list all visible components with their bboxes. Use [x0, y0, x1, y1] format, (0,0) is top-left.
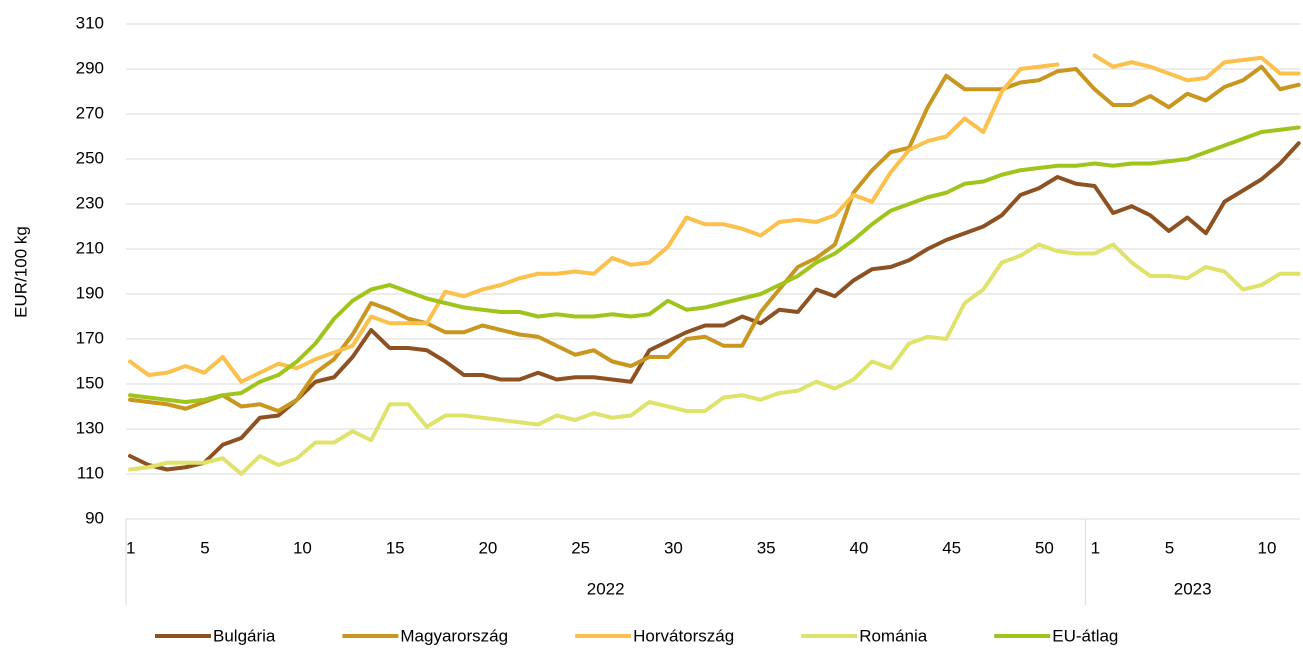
y-tick-label: 110 [77, 463, 104, 482]
series-line [128, 53, 1301, 384]
series-line [128, 141, 1301, 472]
x-tick-label: 10 [1258, 538, 1277, 557]
y-axis-label: EUR/100 kg [11, 226, 30, 318]
x-tick-label: 40 [849, 538, 868, 557]
series-line [128, 242, 1301, 476]
y-tick-label: 210 [76, 238, 104, 257]
x-tick-label: 45 [942, 538, 961, 557]
y-tick-label: 250 [76, 148, 104, 167]
y-tick-label: 230 [76, 193, 104, 212]
x-tick-label: 1 [126, 538, 135, 557]
legend-label: Románia [859, 626, 928, 645]
x-group-label: 2022 [587, 579, 625, 598]
x-tick-label: 25 [571, 538, 590, 557]
y-tick-label: 170 [76, 328, 104, 347]
y-tick-label: 130 [76, 418, 104, 437]
y-tick-label: 150 [76, 373, 104, 392]
x-tick-label: 5 [200, 538, 209, 557]
legend-label: Horvátország [633, 626, 734, 645]
x-tick-label: 15 [386, 538, 405, 557]
x-tick-label: 35 [757, 538, 776, 557]
y-tick-label: 290 [76, 58, 104, 77]
x-tick-label: 5 [1165, 538, 1174, 557]
legend-label: EU-átlag [1052, 626, 1118, 645]
legend-label: Bulgária [213, 626, 276, 645]
x-group-label: 2023 [1174, 579, 1212, 598]
y-tick-label: 310 [76, 13, 104, 32]
x-tick-label: 10 [293, 538, 312, 557]
series-line [128, 125, 1301, 404]
y-tick-label: 190 [76, 283, 104, 302]
x-tick-label: 1 [1091, 538, 1100, 557]
series-line [128, 64, 1301, 413]
y-tick-label: 270 [76, 103, 104, 122]
legend-label: Magyarország [400, 626, 508, 645]
y-tick-label: 90 [85, 508, 104, 527]
x-tick-label: 30 [664, 538, 683, 557]
x-tick-label: 20 [478, 538, 497, 557]
x-tick-label: 50 [1035, 538, 1054, 557]
